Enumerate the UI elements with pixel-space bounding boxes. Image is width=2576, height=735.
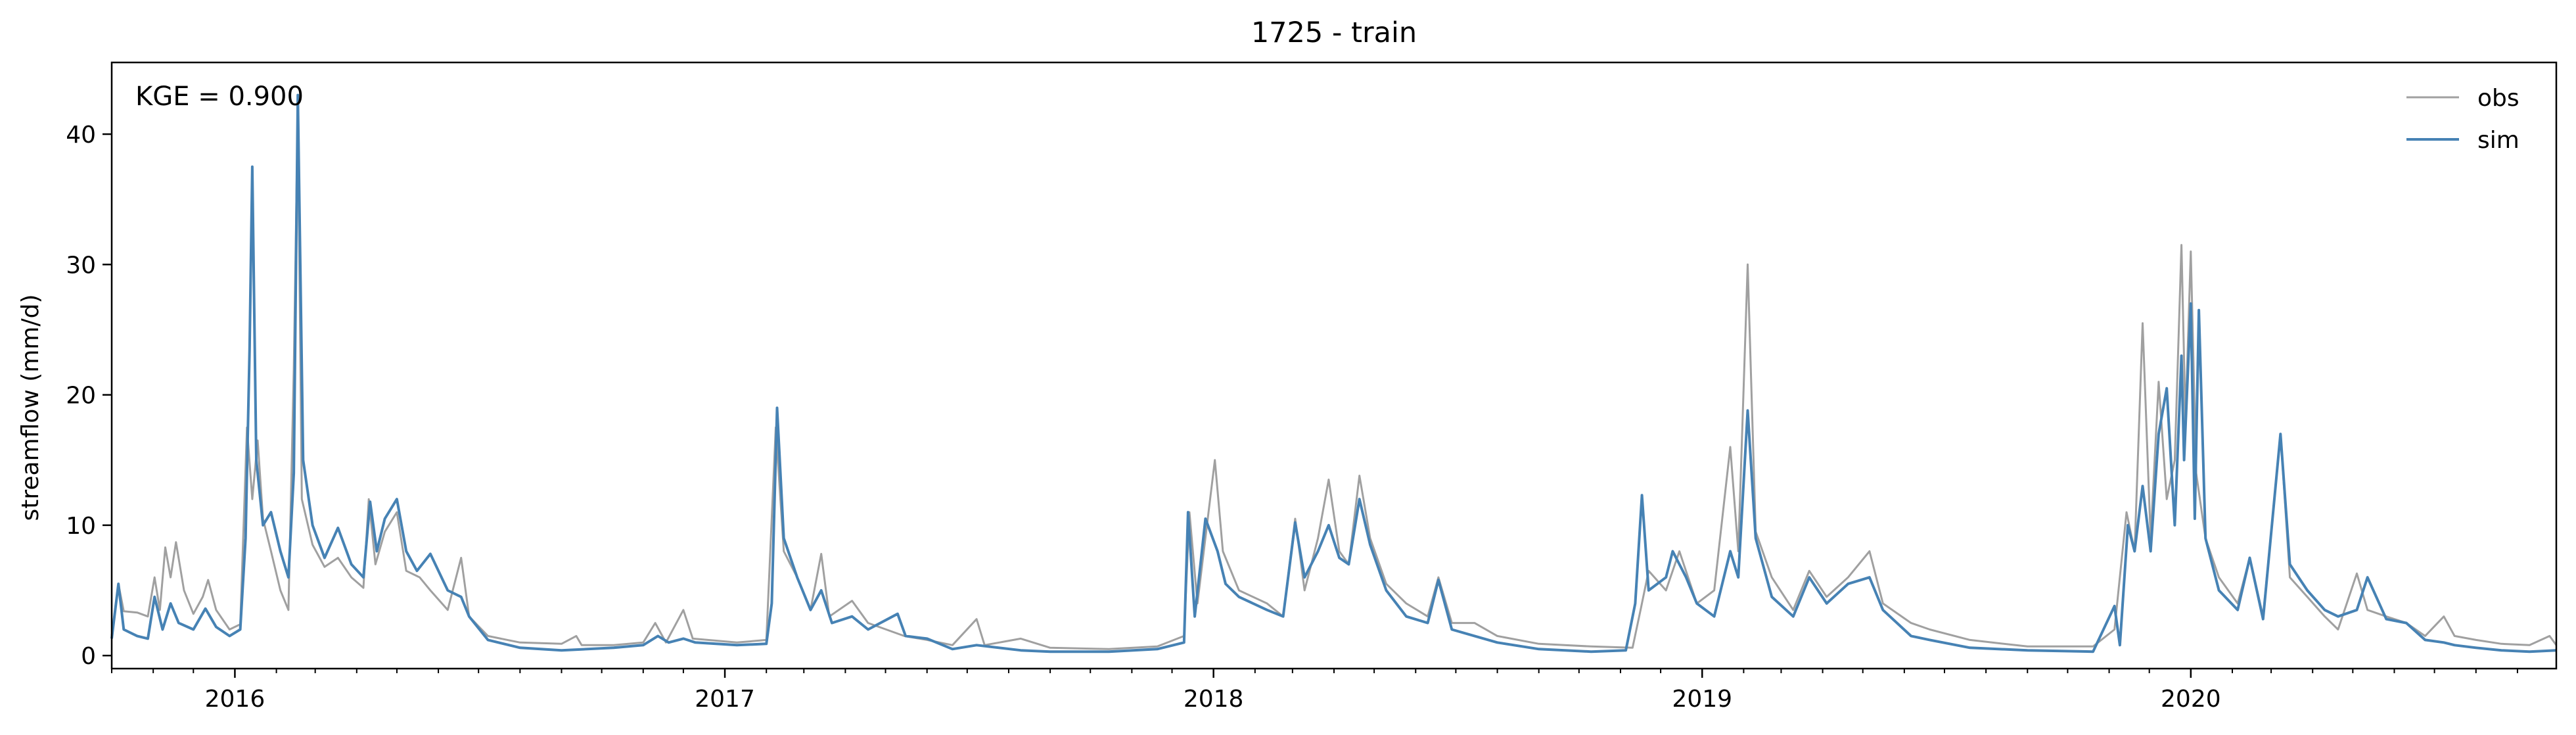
legend-label-obs: obs	[2477, 85, 2519, 112]
y-tick-label-40: 40	[66, 122, 96, 149]
series-line-obs	[110, 107, 2558, 650]
legend-label-sim: sim	[2477, 127, 2519, 154]
chart-title: 1725 - train	[1251, 16, 1417, 49]
x-tick-label-2019: 2019	[1672, 686, 1732, 713]
x-axis: 2016 2017 2018 2019 2020	[111, 669, 2518, 713]
y-tick-label-10: 10	[66, 513, 96, 540]
series-line-sim	[110, 93, 2557, 653]
kge-annotation: KGE = 0.900	[135, 82, 304, 112]
legend-item-sim[interactable]: sim	[2406, 127, 2519, 154]
legend[interactable]: obs sim	[2406, 85, 2519, 154]
x-tick-label-2016: 2016	[205, 686, 265, 713]
x-tick-label-2017: 2017	[695, 686, 755, 713]
y-axis: 0 10 20 30 40	[66, 122, 112, 670]
x-tick-label-2018: 2018	[1184, 686, 1244, 713]
plot-frame	[110, 61, 2558, 670]
x-tick-label-2020: 2020	[2161, 686, 2221, 713]
y-axis-label: streamflow (mm/d)	[17, 295, 44, 521]
series-layer	[110, 93, 2558, 653]
plot-area	[110, 61, 2558, 670]
y-tick-label-20: 20	[66, 383, 96, 410]
legend-item-obs[interactable]: obs	[2406, 85, 2519, 112]
y-tick-label-30: 30	[66, 252, 96, 279]
y-tick-label-0: 0	[81, 643, 96, 670]
